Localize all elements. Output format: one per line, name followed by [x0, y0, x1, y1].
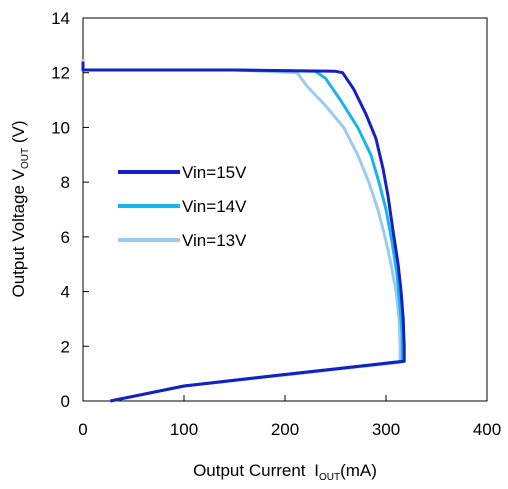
- y-tick-label: 10: [51, 118, 70, 137]
- x-tick-label: 0: [78, 420, 87, 439]
- x-tick-label: 300: [372, 420, 400, 439]
- y-tick-label: 2: [61, 337, 70, 356]
- y-tick-label: 8: [61, 173, 70, 192]
- legend: Vin=15V Vin=14V Vin=13V: [118, 163, 247, 250]
- x-axis-title: Output Current IOUT(mA): [193, 461, 377, 483]
- legend-label: Vin=15V: [182, 163, 247, 182]
- series-line-vin-15v: [81, 61, 406, 403]
- y-tick-label: 14: [51, 9, 70, 28]
- y-tick-label: 12: [51, 64, 70, 83]
- x-tick-label: 400: [473, 420, 501, 439]
- x-tick-label: 200: [271, 420, 299, 439]
- data-series: [81, 59, 406, 403]
- y-tick-label: 4: [61, 283, 70, 302]
- x-tick-label: 100: [170, 420, 198, 439]
- axis-ticks: [82, 17, 488, 402]
- y-tick-label: 0: [61, 392, 70, 411]
- legend-label: Vin=13V: [182, 231, 247, 250]
- legend-label: Vin=14V: [182, 197, 247, 216]
- axis-tick-labels: 0 100 200 300 400 0 2 4 6 8 10 12 14: [51, 9, 501, 439]
- y-tick-label: 6: [61, 228, 70, 247]
- y-axis-title: Output Voltage VOUT (V): [9, 120, 31, 297]
